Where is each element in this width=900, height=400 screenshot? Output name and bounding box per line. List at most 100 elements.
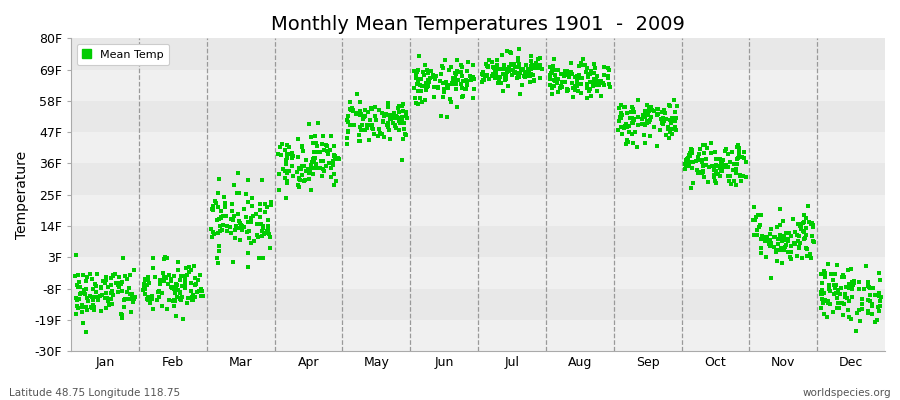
Point [205, 229, 220, 235]
Point [411, 53, 426, 60]
Point [381, 100, 395, 106]
Point [509, 75, 524, 81]
Point [635, 116, 650, 122]
Point [90, 271, 104, 278]
Point [368, 104, 382, 110]
Point [760, 234, 774, 240]
Point [448, 70, 463, 76]
Point [137, 280, 151, 287]
Point [611, 118, 625, 124]
Point [737, 149, 751, 156]
Point [491, 76, 506, 82]
Point [294, 166, 309, 172]
Bar [71, 70, 885, 101]
Point [409, 70, 423, 77]
Point [310, 149, 324, 155]
Point [94, 308, 109, 314]
Point [589, 80, 603, 86]
Point [240, 177, 255, 183]
Point [852, 285, 867, 292]
Point [587, 70, 601, 76]
Point [500, 83, 515, 89]
Point [476, 72, 491, 79]
Point [670, 103, 684, 109]
Point [184, 293, 199, 300]
Point [421, 69, 436, 76]
Point [261, 226, 275, 233]
Point [466, 73, 481, 80]
Point [274, 152, 289, 158]
Point [700, 144, 715, 151]
Point [708, 162, 723, 168]
Point [297, 162, 311, 169]
Point [177, 272, 192, 279]
Point [784, 249, 798, 256]
Point [510, 64, 525, 70]
Point [174, 273, 188, 279]
Point [226, 217, 240, 223]
Point [784, 243, 798, 250]
Point [328, 153, 342, 160]
Point [500, 69, 514, 75]
Point [798, 234, 813, 241]
Point [387, 110, 401, 117]
Point [228, 226, 242, 233]
Point [874, 294, 888, 300]
Point [734, 178, 748, 184]
Point [320, 147, 334, 154]
Point [713, 164, 727, 171]
Point [79, 304, 94, 310]
Point [721, 151, 735, 158]
Point [238, 214, 253, 220]
Point [91, 296, 105, 303]
Point [356, 122, 370, 128]
Point [204, 234, 219, 240]
Point [568, 87, 582, 94]
Point [448, 75, 463, 82]
Point [724, 181, 738, 187]
Point [479, 60, 493, 67]
Point [642, 105, 656, 112]
Bar [71, 226, 885, 257]
Point [302, 168, 317, 175]
Point [600, 75, 615, 82]
Point [376, 118, 391, 124]
Point [343, 106, 357, 112]
Point [70, 282, 85, 289]
Point [159, 255, 174, 261]
Point [446, 75, 460, 81]
Point [291, 154, 305, 160]
Point [251, 234, 266, 241]
Point [847, 280, 861, 286]
Point [396, 107, 410, 114]
Point [596, 80, 610, 86]
Point [427, 84, 441, 91]
Point [206, 230, 220, 237]
Point [224, 230, 238, 236]
Point [245, 195, 259, 201]
Point [280, 178, 294, 184]
Point [257, 209, 272, 215]
Point [118, 296, 132, 302]
Point [680, 155, 695, 162]
Point [698, 162, 713, 168]
Point [481, 63, 495, 70]
Point [272, 187, 286, 194]
Point [141, 294, 156, 301]
Point [208, 200, 222, 206]
Point [524, 71, 538, 77]
Point [346, 108, 360, 114]
Point [99, 305, 113, 312]
Point [681, 162, 696, 168]
Point [644, 106, 659, 113]
Point [331, 155, 346, 161]
Point [578, 62, 592, 68]
Point [86, 305, 101, 311]
Point [317, 168, 331, 174]
Point [418, 84, 433, 90]
Point [308, 132, 322, 139]
Point [438, 79, 453, 85]
Point [796, 229, 811, 235]
Point [625, 120, 639, 126]
Point [772, 206, 787, 212]
